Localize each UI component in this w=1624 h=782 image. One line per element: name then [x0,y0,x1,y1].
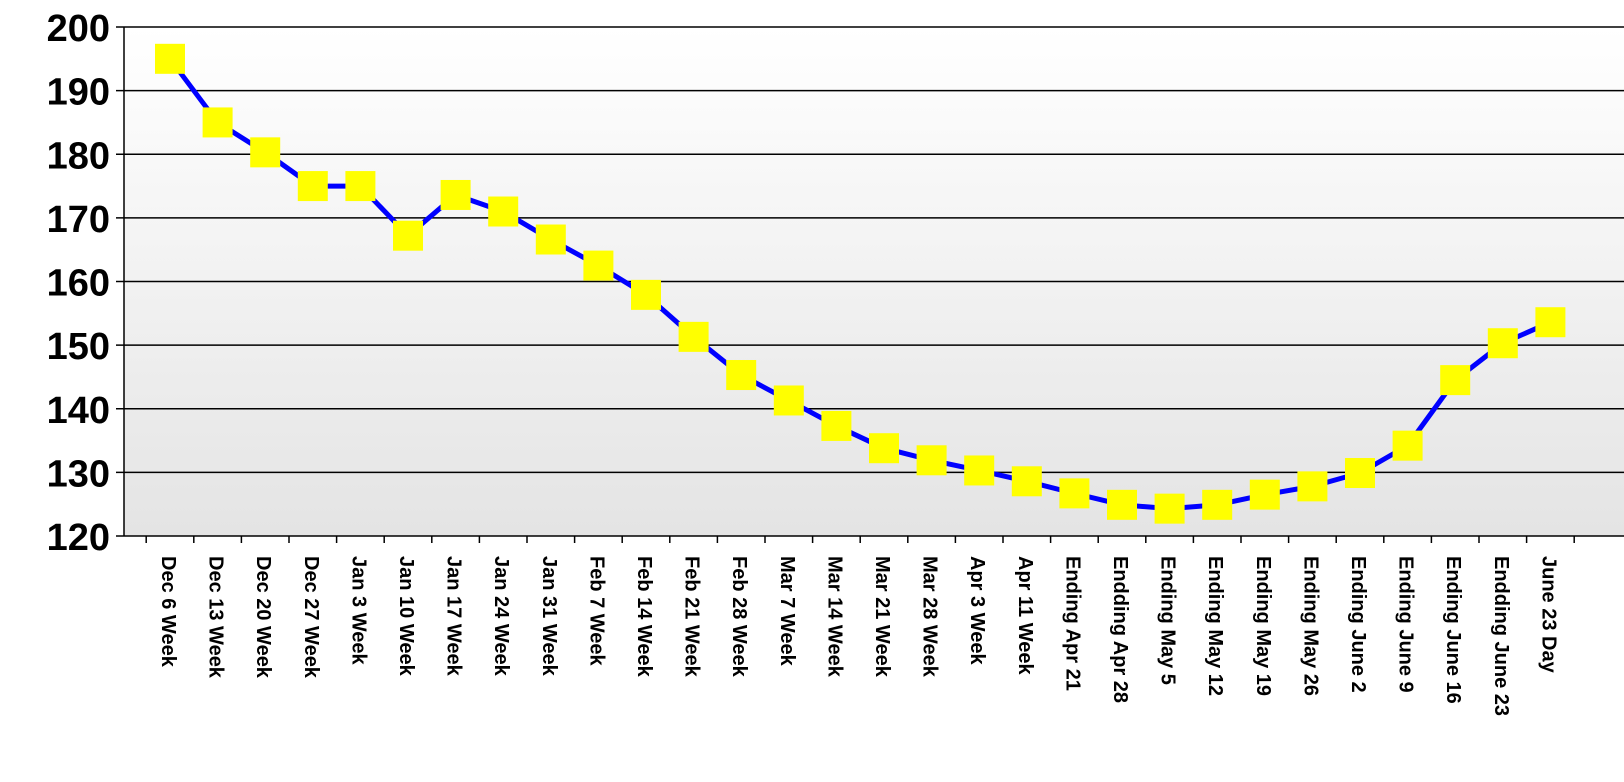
data-point-marker [155,43,185,74]
x-tick-label: Jan 17 Week [443,556,465,677]
y-tick-label: 160 [47,263,110,305]
data-point-marker [1297,471,1328,502]
data-point-marker [773,385,804,416]
x-tick-label: Jan 31 Week [538,556,560,677]
x-tick-label: Dec 20 Week [252,556,274,679]
y-tick-label: 190 [47,72,110,114]
data-point-marker [1107,489,1137,520]
x-tick-label: Feb 21 Week [681,556,703,678]
x-tick-label: Endding June 23 [1490,556,1512,716]
data-point-marker [916,445,947,476]
y-tick-label: 200 [47,8,110,50]
x-tick-label: Apr 11 Week [1014,556,1036,675]
data-point-marker [535,224,566,255]
data-point-marker [1011,466,1042,497]
x-tick-label: Apr 3 Week [966,556,988,665]
data-point-marker [202,107,233,138]
x-tick-label: Dec 13 Week [205,556,227,679]
x-tick-label: Feb 7 Week [585,556,607,667]
y-tick-label: 170 [47,199,110,241]
data-point-marker [1059,478,1090,509]
x-tick-label: Dec 27 Week [300,556,322,679]
data-point-marker [964,455,995,486]
data-point-marker [345,171,376,202]
y-tick-label: 180 [47,135,110,177]
y-tick-label: 120 [47,517,110,559]
data-point-marker [1202,489,1233,520]
data-point-marker [297,171,328,202]
x-tick-label: Jan 10 Week [395,556,417,677]
data-point-marker [1535,307,1566,338]
x-axis-tick-labels: Dec 6 Week Dec 13 Week Dec 20 Week Dec 27 W… [157,556,1559,716]
data-point-marker [1440,365,1471,396]
x-tick-label: June 23 Day [1537,556,1559,674]
data-point-marker [631,279,661,310]
y-tick-label: 130 [47,453,110,495]
x-tick-label: Mar 7 Week [776,556,798,667]
y-axis-tick-labels: 120 130 140 150 160 170 180 190 200 [47,8,110,559]
x-tick-label: Ending May 5 [1157,556,1179,685]
data-point-marker [440,179,471,210]
data-point-marker [869,433,899,464]
data-point-marker [726,360,757,391]
data-point-marker [821,410,852,441]
x-tick-label: Mar 21 Week [871,556,893,678]
data-point-marker [488,196,519,227]
data-point-marker [1154,493,1185,524]
x-tick-label: Ending June 9 [1395,556,1417,693]
grid-lines [124,26,1624,474]
data-point-marker [1392,430,1423,461]
data-point-marker [250,137,281,168]
x-tick-label: Ending June 2 [1347,556,1369,693]
x-tick-label: Mar 14 Week [823,556,845,678]
y-tick-label: 140 [47,390,110,432]
x-tick-label: Jan 3 Week [347,556,369,665]
data-point-marker [1487,328,1518,359]
x-tick-label: Ending Apr 21 [1061,556,1083,691]
x-tick-label: Ending June 16 [1442,556,1464,704]
x-tick-label: Jan 24 Week [490,556,512,677]
data-point-marker [1249,479,1280,510]
data-point-marker [393,220,423,251]
x-tick-label: Feb 28 Week [728,556,750,678]
x-tick-label: Dec 6 Week [157,556,179,668]
axes [116,26,1624,543]
data-point-marker [678,321,709,352]
x-tick-label: Feb 14 Week [633,556,655,678]
y-tick-label: 150 [47,326,110,368]
data-point-marker [583,250,614,281]
x-tick-label: Endding Apr 28 [1109,556,1131,703]
series-markers [155,43,1566,524]
x-tick-label: Ending May 26 [1299,556,1321,696]
data-point-marker [1345,458,1375,489]
x-tick-label: Ending May 19 [1252,556,1274,696]
x-tick-label: Mar 28 Week [919,556,941,678]
x-tick-label: Ending May 12 [1204,556,1226,696]
